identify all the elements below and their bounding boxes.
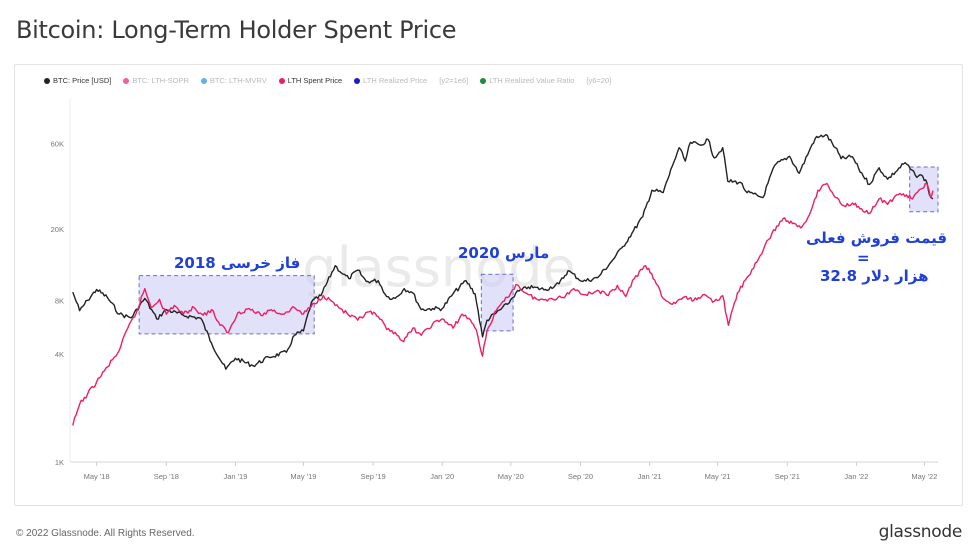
legend-label: [y6=20] xyxy=(586,76,612,85)
highlight-region-bear-2018 xyxy=(138,275,315,335)
annotation-current-line1: قیمت فروش فعلی xyxy=(806,229,948,247)
x-tick-label: Sep '19 xyxy=(361,472,386,481)
grid-layer xyxy=(69,98,938,463)
legend-label: BTC: Price [USD] xyxy=(53,76,112,85)
legend-item[interactable]: LTH Realized Price xyxy=(354,76,427,85)
legend-label: [y2=1e6] xyxy=(439,76,469,85)
legend-item[interactable]: BTC: LTH-MVRV xyxy=(200,76,267,85)
legend-item[interactable]: BTC: LTH-SOPR xyxy=(123,76,189,85)
axis-layer: 1K 4K 8K 20K 60K May '18 Sep '18 Jan '19 May '19… xyxy=(51,140,938,481)
series-btc-price xyxy=(72,133,934,370)
y-tick-label: 4K xyxy=(55,350,64,359)
legend-swatch xyxy=(480,77,487,84)
legend-label: BTC: LTH-SOPR xyxy=(132,76,189,85)
legend-label: BTC: LTH-MVRV xyxy=(209,76,267,85)
x-tick-label: May '19 xyxy=(290,472,316,481)
y-tick-label: 60K xyxy=(51,140,64,149)
series-layer xyxy=(72,133,934,426)
x-tick-label: Jan '22 xyxy=(844,472,868,481)
y-tick-label: 20K xyxy=(51,225,64,234)
copyright-footer: © 2022 Glassnode. All Rights Reserved. xyxy=(16,528,195,539)
legend-item[interactable]: LTH Realized Value Ratio xyxy=(480,76,574,85)
annotation-march-2020: مارس 2020 xyxy=(458,244,550,262)
x-tick-label: May '22 xyxy=(911,472,937,481)
annotation-current-line3: 32.8 هزار دلار xyxy=(820,267,929,285)
x-tick-label: Sep '21 xyxy=(775,472,800,481)
annotation-bear-2018: فاز خرسی 2018 xyxy=(174,254,301,272)
annotation-current-line2: = xyxy=(857,249,870,267)
legend-swatch xyxy=(278,77,285,84)
legend-item[interactable]: [y2=1e6] xyxy=(439,76,468,85)
legend-item[interactable]: [y6=20] xyxy=(586,76,611,85)
series-lth-spent-price xyxy=(72,182,934,426)
x-tick-label: Jan '20 xyxy=(430,472,454,481)
x-tick-label: Sep '20 xyxy=(568,472,593,481)
legend-label: LTH Spent Price xyxy=(287,76,343,85)
x-tick-label: Jan '19 xyxy=(223,472,247,481)
brand-logo[interactable]: glassnode xyxy=(878,522,963,542)
x-tick-label: May '21 xyxy=(705,472,731,481)
legend-swatch xyxy=(354,77,361,84)
page-title: Bitcoin: Long-Term Holder Spent Price xyxy=(16,16,457,44)
legend-item[interactable]: LTH Spent Price xyxy=(278,76,343,85)
legend-item[interactable]: BTC: Price [USD] xyxy=(44,76,111,85)
x-tick-label: May '18 xyxy=(84,472,110,481)
x-tick-label: Jan '21 xyxy=(638,472,662,481)
legend-label: LTH Realized Value Ratio xyxy=(489,76,575,85)
legend-swatch xyxy=(44,77,50,84)
y-tick-label: 8K xyxy=(55,296,64,305)
x-tick-label: Sep '18 xyxy=(154,472,179,481)
y-tick-label: 1K xyxy=(55,458,64,467)
x-tick-label: May '20 xyxy=(498,472,524,481)
legend-swatch xyxy=(200,77,207,84)
chart-legend: BTC: Price [USD] BTC: LTH-SOPR BTC: LTH-MV… xyxy=(44,76,623,85)
legend-swatch xyxy=(123,77,130,84)
legend-label: LTH Realized Price xyxy=(363,76,428,85)
